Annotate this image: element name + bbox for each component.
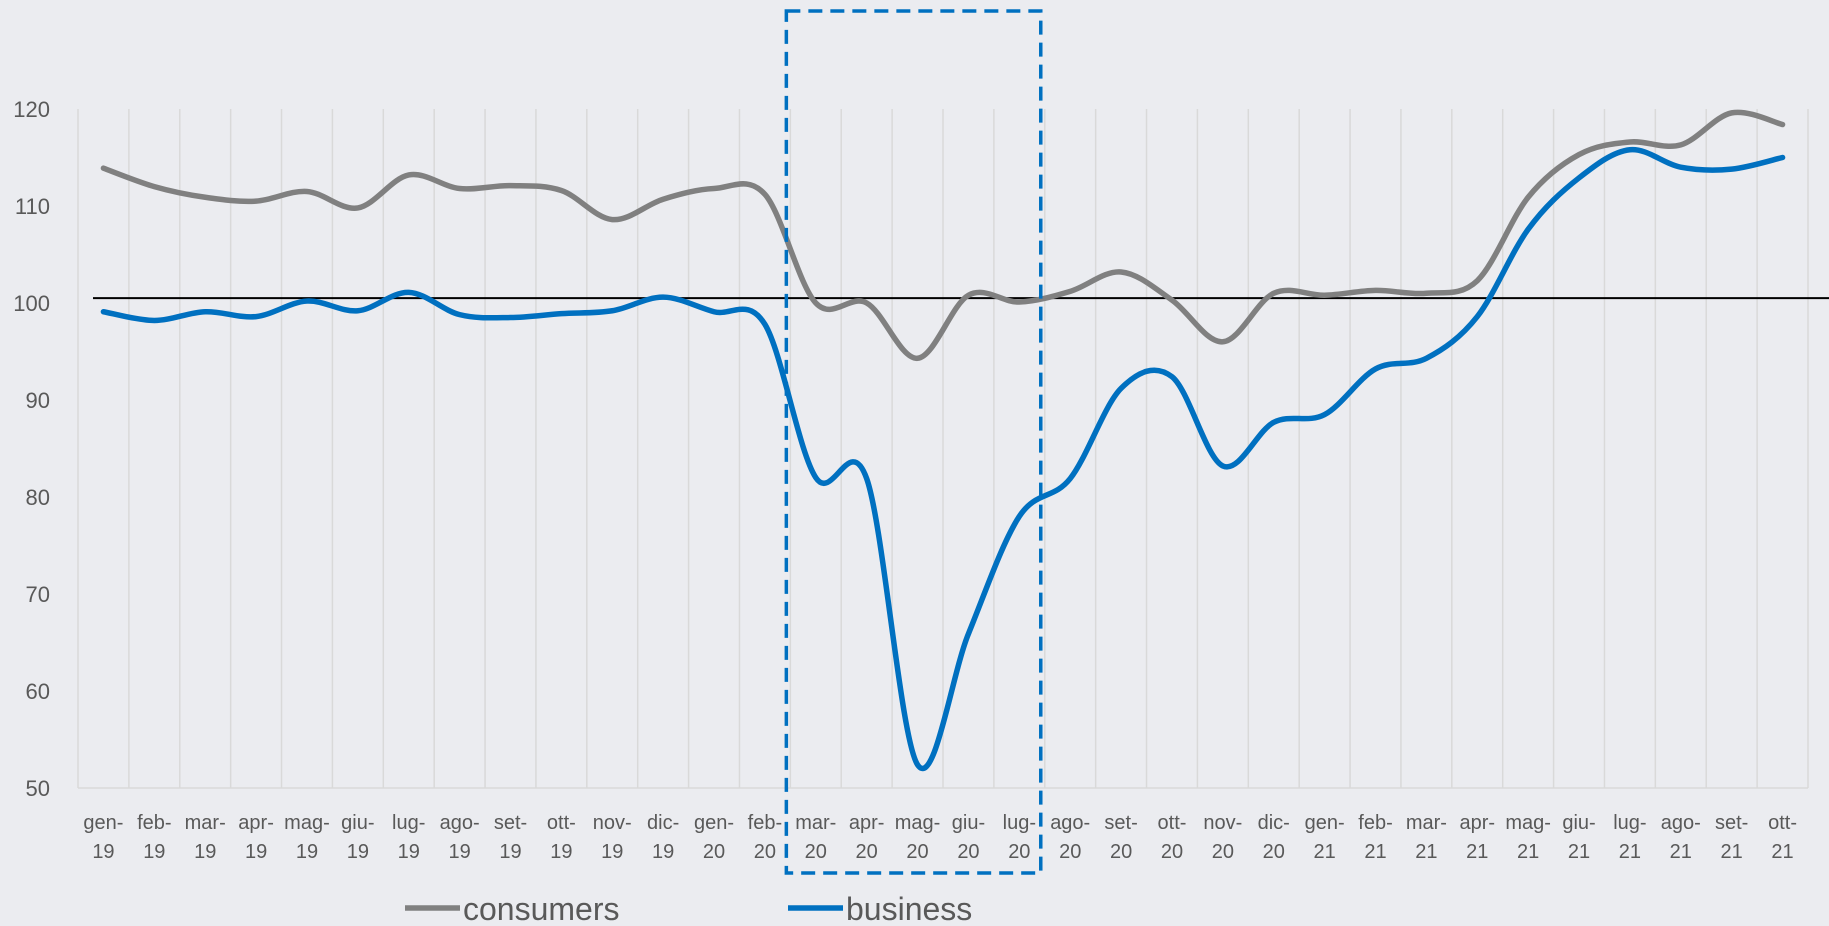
x-tick-label: dic-	[647, 812, 679, 834]
x-tick-label-year: 20	[1161, 841, 1183, 863]
x-axis: gen- 19 feb- 19 mar- 19 apr- 19 mag- 19 giu- 19 lug-…	[83, 812, 1797, 863]
x-tick-label-year: 21	[1415, 841, 1437, 863]
x-tick-label-year: 19	[296, 841, 318, 863]
y-tick-label: 60	[26, 679, 50, 704]
x-tick-label-year: 20	[1263, 841, 1285, 863]
x-tick-label: mag-	[895, 812, 941, 834]
x-tick-label-year: 20	[703, 841, 725, 863]
x-tick-label: giu-	[1562, 812, 1595, 834]
x-tick-label-year: 19	[92, 841, 114, 863]
legend: consumers business	[405, 891, 972, 926]
y-tick-label: 80	[26, 485, 50, 510]
x-tick-label: gen-	[83, 812, 123, 834]
x-tick-label-year: 19	[194, 841, 216, 863]
x-tick-label: apr-	[1459, 812, 1495, 834]
series-line-business	[100, 146, 1786, 771]
x-tick-label-year: 21	[1721, 841, 1743, 863]
x-tick-label: ago-	[1661, 812, 1701, 834]
x-tick-label-year: 21	[1313, 841, 1335, 863]
x-tick-label: mar-	[795, 812, 836, 834]
x-tick-label: lug-	[392, 812, 425, 834]
grid-lines	[77, 109, 1809, 789]
legend-label-business: business	[846, 891, 972, 926]
x-tick-label: mag-	[284, 812, 330, 834]
x-tick-label-year: 21	[1466, 841, 1488, 863]
series-line-consumers	[100, 109, 1786, 362]
x-tick-label: ago-	[440, 812, 480, 834]
x-tick-label: giu-	[341, 812, 374, 834]
x-tick-label-year: 19	[143, 841, 165, 863]
x-tick-label-year: 20	[906, 841, 928, 863]
x-tick-label: ott-	[1158, 812, 1187, 834]
x-tick-label-year: 20	[957, 841, 979, 863]
x-tick-label: apr-	[238, 812, 274, 834]
y-axis: 50 60 70 80 90 100 110 120	[13, 97, 50, 801]
x-tick-label-year: 19	[347, 841, 369, 863]
x-tick-label: ago-	[1050, 812, 1090, 834]
x-tick-label: lug-	[1613, 812, 1646, 834]
x-tick-label: ott-	[547, 812, 576, 834]
x-tick-label-year: 21	[1364, 841, 1386, 863]
y-tick-label: 120	[13, 97, 50, 122]
x-tick-label-year: 19	[652, 841, 674, 863]
y-tick-label: 100	[13, 291, 50, 316]
x-tick-label: gen-	[694, 812, 734, 834]
x-tick-label-year: 21	[1619, 841, 1641, 863]
x-tick-label-year: 21	[1517, 841, 1539, 863]
x-tick-label-year: 20	[1059, 841, 1081, 863]
x-tick-label-year: 20	[1110, 841, 1132, 863]
highlight-box	[784, 9, 1043, 875]
x-tick-label-year: 20	[805, 841, 827, 863]
x-tick-label: nov-	[1203, 812, 1242, 834]
series-group	[100, 109, 1786, 771]
x-tick-label-year: 20	[754, 841, 776, 863]
x-tick-label-year: 19	[245, 841, 267, 863]
x-tick-label: mar-	[1406, 812, 1447, 834]
x-tick-label: set-	[494, 812, 527, 834]
x-tick-label-year: 20	[1212, 841, 1234, 863]
x-tick-label-year: 19	[601, 841, 623, 863]
x-tick-label: feb-	[748, 812, 782, 834]
x-tick-label: gen-	[1305, 812, 1345, 834]
legend-label-consumers: consumers	[463, 891, 620, 926]
x-tick-label-year: 19	[448, 841, 470, 863]
y-tick-label: 90	[26, 388, 50, 413]
y-tick-label: 70	[26, 582, 50, 607]
x-tick-label: set-	[1104, 812, 1137, 834]
x-tick-label: dic-	[1258, 812, 1290, 834]
x-tick-label-year: 19	[499, 841, 521, 863]
x-tick-label-year: 20	[1008, 841, 1030, 863]
x-tick-label: set-	[1715, 812, 1748, 834]
x-tick-label-year: 20	[856, 841, 878, 863]
x-tick-label: feb-	[137, 812, 171, 834]
x-tick-label-year: 19	[398, 841, 420, 863]
x-tick-label: mar-	[185, 812, 226, 834]
x-tick-label-year: 21	[1568, 841, 1590, 863]
y-tick-label: 50	[26, 776, 50, 801]
x-tick-label: giu-	[952, 812, 985, 834]
x-tick-label: lug-	[1003, 812, 1036, 834]
y-tick-label: 110	[15, 194, 50, 219]
x-tick-label: ott-	[1768, 812, 1797, 834]
x-tick-label: nov-	[593, 812, 632, 834]
x-tick-label-year: 19	[550, 841, 572, 863]
x-tick-label-year: 21	[1670, 841, 1692, 863]
x-tick-label: feb-	[1358, 812, 1392, 834]
x-tick-label: apr-	[849, 812, 885, 834]
x-tick-label: mag-	[1505, 812, 1551, 834]
x-tick-label-year: 21	[1771, 841, 1793, 863]
